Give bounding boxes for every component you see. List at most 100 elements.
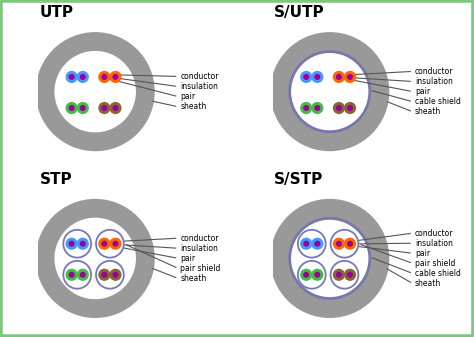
- Circle shape: [113, 75, 118, 79]
- Circle shape: [99, 102, 110, 114]
- Circle shape: [301, 71, 311, 82]
- Circle shape: [315, 106, 319, 110]
- Text: sheath: sheath: [415, 108, 441, 116]
- Circle shape: [304, 241, 309, 246]
- Circle shape: [271, 33, 389, 151]
- Text: insulation: insulation: [180, 82, 218, 91]
- Circle shape: [315, 241, 319, 246]
- Circle shape: [290, 52, 370, 132]
- Circle shape: [69, 75, 74, 79]
- Circle shape: [96, 230, 124, 257]
- Circle shape: [99, 269, 110, 280]
- Text: pair: pair: [415, 87, 430, 96]
- Circle shape: [271, 200, 389, 317]
- Circle shape: [110, 102, 121, 114]
- Text: insulation: insulation: [415, 77, 453, 86]
- Circle shape: [345, 269, 356, 280]
- Circle shape: [315, 75, 319, 79]
- Circle shape: [36, 200, 154, 317]
- Text: conductor: conductor: [415, 67, 453, 76]
- Circle shape: [312, 269, 323, 280]
- Circle shape: [81, 75, 85, 79]
- Circle shape: [110, 269, 121, 280]
- Circle shape: [337, 75, 341, 79]
- Circle shape: [337, 273, 341, 277]
- Circle shape: [312, 238, 323, 249]
- Circle shape: [69, 241, 74, 246]
- Text: pair shield: pair shield: [415, 259, 455, 268]
- Circle shape: [334, 71, 344, 82]
- Circle shape: [337, 241, 341, 246]
- Text: S/STP: S/STP: [274, 172, 323, 187]
- Text: sheath: sheath: [415, 279, 441, 288]
- Circle shape: [312, 71, 323, 82]
- Circle shape: [102, 75, 107, 79]
- Text: insulation: insulation: [415, 239, 453, 248]
- Text: conductor: conductor: [180, 72, 219, 81]
- Text: sheath: sheath: [180, 274, 207, 283]
- Circle shape: [334, 269, 344, 280]
- Text: sheath: sheath: [180, 102, 207, 111]
- Circle shape: [66, 102, 77, 114]
- Text: pair: pair: [180, 92, 195, 101]
- Text: STP: STP: [40, 172, 72, 187]
- Circle shape: [99, 238, 110, 249]
- Circle shape: [110, 238, 121, 249]
- Circle shape: [113, 241, 118, 246]
- Circle shape: [312, 102, 323, 114]
- Circle shape: [77, 102, 88, 114]
- Text: UTP: UTP: [40, 5, 73, 20]
- Circle shape: [69, 106, 74, 110]
- Circle shape: [102, 273, 107, 277]
- Circle shape: [77, 71, 88, 82]
- Circle shape: [345, 71, 356, 82]
- Text: conductor: conductor: [415, 228, 453, 238]
- Circle shape: [102, 241, 107, 246]
- Text: cable shield: cable shield: [415, 97, 461, 106]
- Circle shape: [301, 238, 311, 249]
- Circle shape: [66, 269, 77, 280]
- Circle shape: [64, 230, 91, 257]
- Circle shape: [36, 33, 154, 151]
- Circle shape: [113, 106, 118, 110]
- Circle shape: [315, 273, 319, 277]
- Circle shape: [64, 261, 91, 289]
- Circle shape: [77, 238, 88, 249]
- Circle shape: [348, 75, 352, 79]
- Circle shape: [304, 75, 309, 79]
- Text: conductor: conductor: [180, 234, 219, 243]
- Text: pair shield: pair shield: [180, 264, 220, 273]
- Circle shape: [55, 218, 135, 299]
- Circle shape: [348, 273, 352, 277]
- Circle shape: [330, 261, 358, 289]
- Circle shape: [110, 71, 121, 82]
- Circle shape: [96, 261, 124, 289]
- Circle shape: [330, 230, 358, 257]
- Circle shape: [81, 241, 85, 246]
- Circle shape: [345, 102, 356, 114]
- Circle shape: [66, 71, 77, 82]
- Circle shape: [290, 218, 370, 299]
- Circle shape: [99, 71, 110, 82]
- Circle shape: [298, 261, 326, 289]
- Circle shape: [345, 238, 356, 249]
- Text: pair: pair: [180, 254, 195, 263]
- Text: pair: pair: [415, 249, 430, 258]
- Circle shape: [304, 273, 309, 277]
- Circle shape: [69, 273, 74, 277]
- Circle shape: [55, 52, 135, 132]
- Circle shape: [81, 106, 85, 110]
- Circle shape: [334, 238, 344, 249]
- Circle shape: [334, 102, 344, 114]
- Circle shape: [348, 241, 352, 246]
- Circle shape: [348, 106, 352, 110]
- Circle shape: [337, 106, 341, 110]
- Circle shape: [113, 273, 118, 277]
- Text: cable shield: cable shield: [415, 269, 461, 278]
- Circle shape: [301, 102, 311, 114]
- Circle shape: [304, 106, 309, 110]
- Circle shape: [301, 269, 311, 280]
- Circle shape: [102, 106, 107, 110]
- Circle shape: [81, 273, 85, 277]
- Text: insulation: insulation: [180, 244, 218, 253]
